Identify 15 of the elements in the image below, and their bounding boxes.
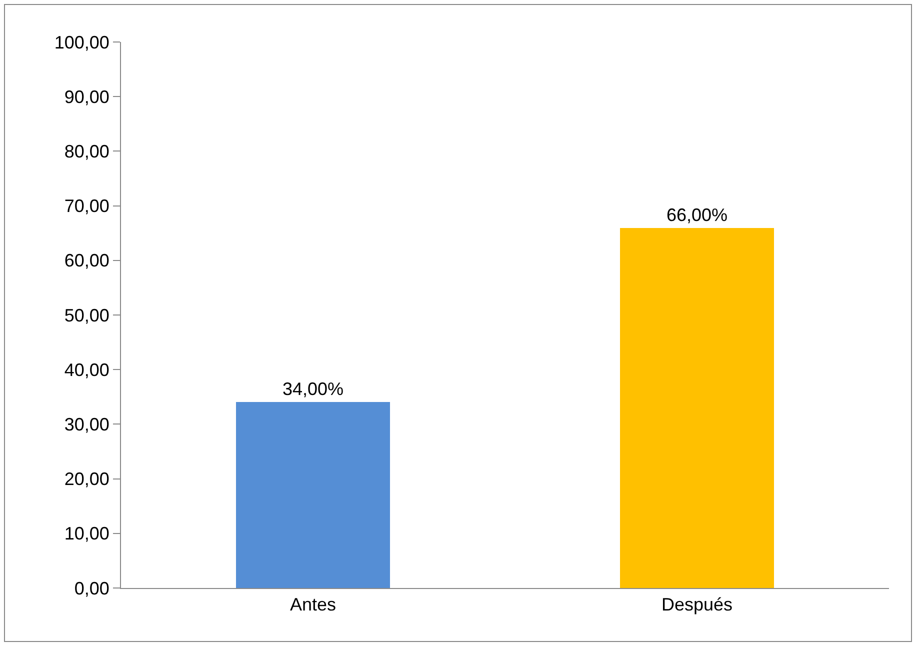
- x-tick-label: Antes: [290, 594, 336, 615]
- data-label: 34,00%: [282, 379, 344, 399]
- y-tick-label: 10,00: [64, 524, 110, 544]
- y-tick-label: 30,00: [64, 414, 110, 434]
- data-label: 66,00%: [666, 205, 728, 225]
- y-tick-label: 90,00: [64, 86, 110, 107]
- y-tick-label: 50,00: [64, 305, 110, 326]
- y-tick-label: 60,00: [64, 250, 110, 271]
- y-tick-label: 100,00: [54, 32, 110, 52]
- x-tick-label: Después: [661, 594, 733, 615]
- y-tick-label: 70,00: [64, 196, 110, 216]
- y-tick-label: 0,00: [74, 578, 110, 598]
- y-tick-label: 80,00: [64, 142, 110, 162]
- y-tick-label: 40,00: [64, 360, 110, 380]
- y-tick-label: 20,00: [64, 469, 110, 490]
